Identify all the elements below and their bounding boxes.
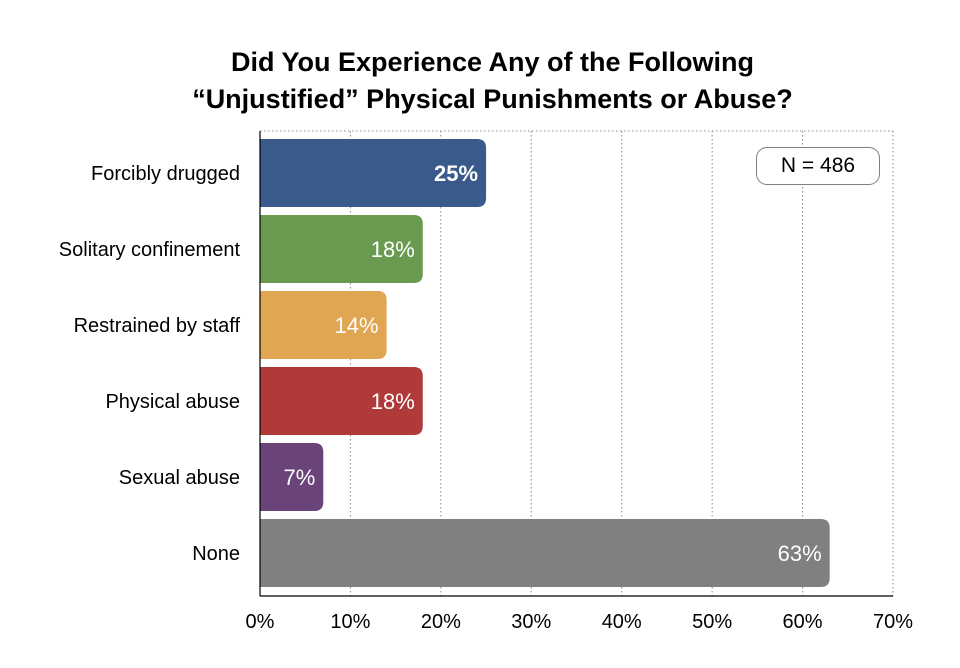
value-label-5: 63% — [778, 541, 822, 566]
value-label-4: 7% — [284, 465, 316, 490]
x-tick-label-6: 60% — [783, 611, 823, 633]
category-label-5: None — [192, 543, 240, 565]
x-tick-label-2: 20% — [421, 611, 461, 633]
value-label-0: 25% — [434, 161, 478, 186]
x-tick-label-4: 40% — [602, 611, 642, 633]
chart-title: Did You Experience Any of the Following … — [0, 44, 960, 118]
x-tick-label-5: 50% — [692, 611, 732, 633]
category-label-1: Solitary confinement — [59, 239, 241, 261]
value-label-2: 14% — [335, 313, 379, 338]
bar-0 — [260, 139, 487, 207]
bar-1 — [260, 215, 423, 283]
category-label-4: Sexual abuse — [119, 467, 240, 489]
bar-5 — [260, 519, 830, 587]
bar-4 — [260, 443, 324, 511]
x-tick-label-7: 70% — [873, 611, 913, 633]
chart-title-line-2: “Unjustified” Physical Punishments or Ab… — [192, 84, 793, 114]
sample-size-annotation: N = 486 — [756, 147, 880, 185]
bar-3 — [260, 367, 423, 435]
x-tick-label-0: 0% — [246, 611, 275, 633]
category-label-0: Forcibly drugged — [91, 163, 240, 185]
category-label-2: Restrained by staff — [74, 315, 241, 337]
value-label-3: 18% — [371, 389, 415, 414]
x-tick-label-3: 30% — [511, 611, 551, 633]
chart-title-line-1: Did You Experience Any of the Following — [230, 47, 755, 77]
category-label-3: Physical abuse — [105, 391, 240, 413]
value-label-1: 18% — [371, 237, 415, 262]
x-tick-label-1: 10% — [330, 611, 370, 633]
bar-2 — [260, 291, 387, 359]
